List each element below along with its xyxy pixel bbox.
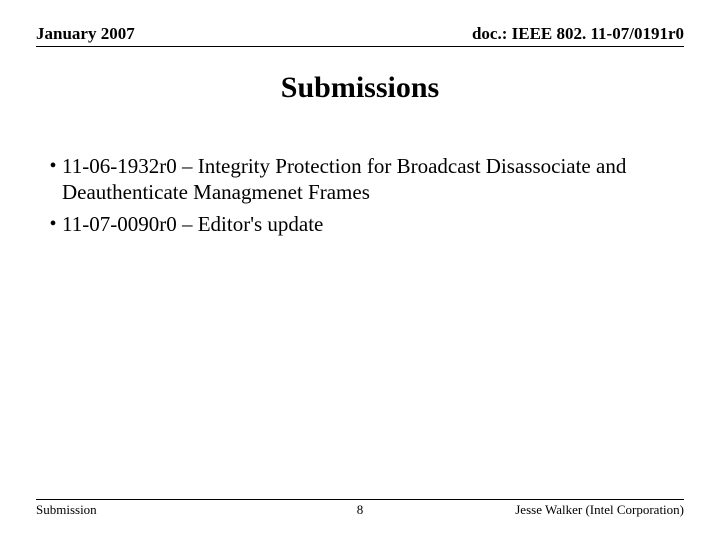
footer-page-number: 8: [36, 502, 684, 518]
header-row: January 2007 doc.: IEEE 802. 11-07/0191r…: [36, 24, 684, 47]
bullet-text: 11-07-0090r0 – Editor's update: [62, 211, 323, 237]
slide: January 2007 doc.: IEEE 802. 11-07/0191r…: [0, 0, 720, 540]
bullet-text: 11-06-1932r0 – Integrity Protection for …: [62, 153, 684, 205]
list-item: • 11-06-1932r0 – Integrity Protection fo…: [44, 153, 684, 205]
footer-row: Submission 8 Jesse Walker (Intel Corpora…: [36, 499, 684, 518]
slide-title: Submissions: [36, 71, 684, 105]
header-date: January 2007: [36, 24, 135, 44]
header-doc-id: doc.: IEEE 802. 11-07/0191r0: [472, 24, 684, 44]
bullet-icon: •: [44, 211, 62, 237]
bullet-icon: •: [44, 153, 62, 179]
slide-body: • 11-06-1932r0 – Integrity Protection fo…: [36, 153, 684, 237]
list-item: • 11-07-0090r0 – Editor's update: [44, 211, 684, 237]
